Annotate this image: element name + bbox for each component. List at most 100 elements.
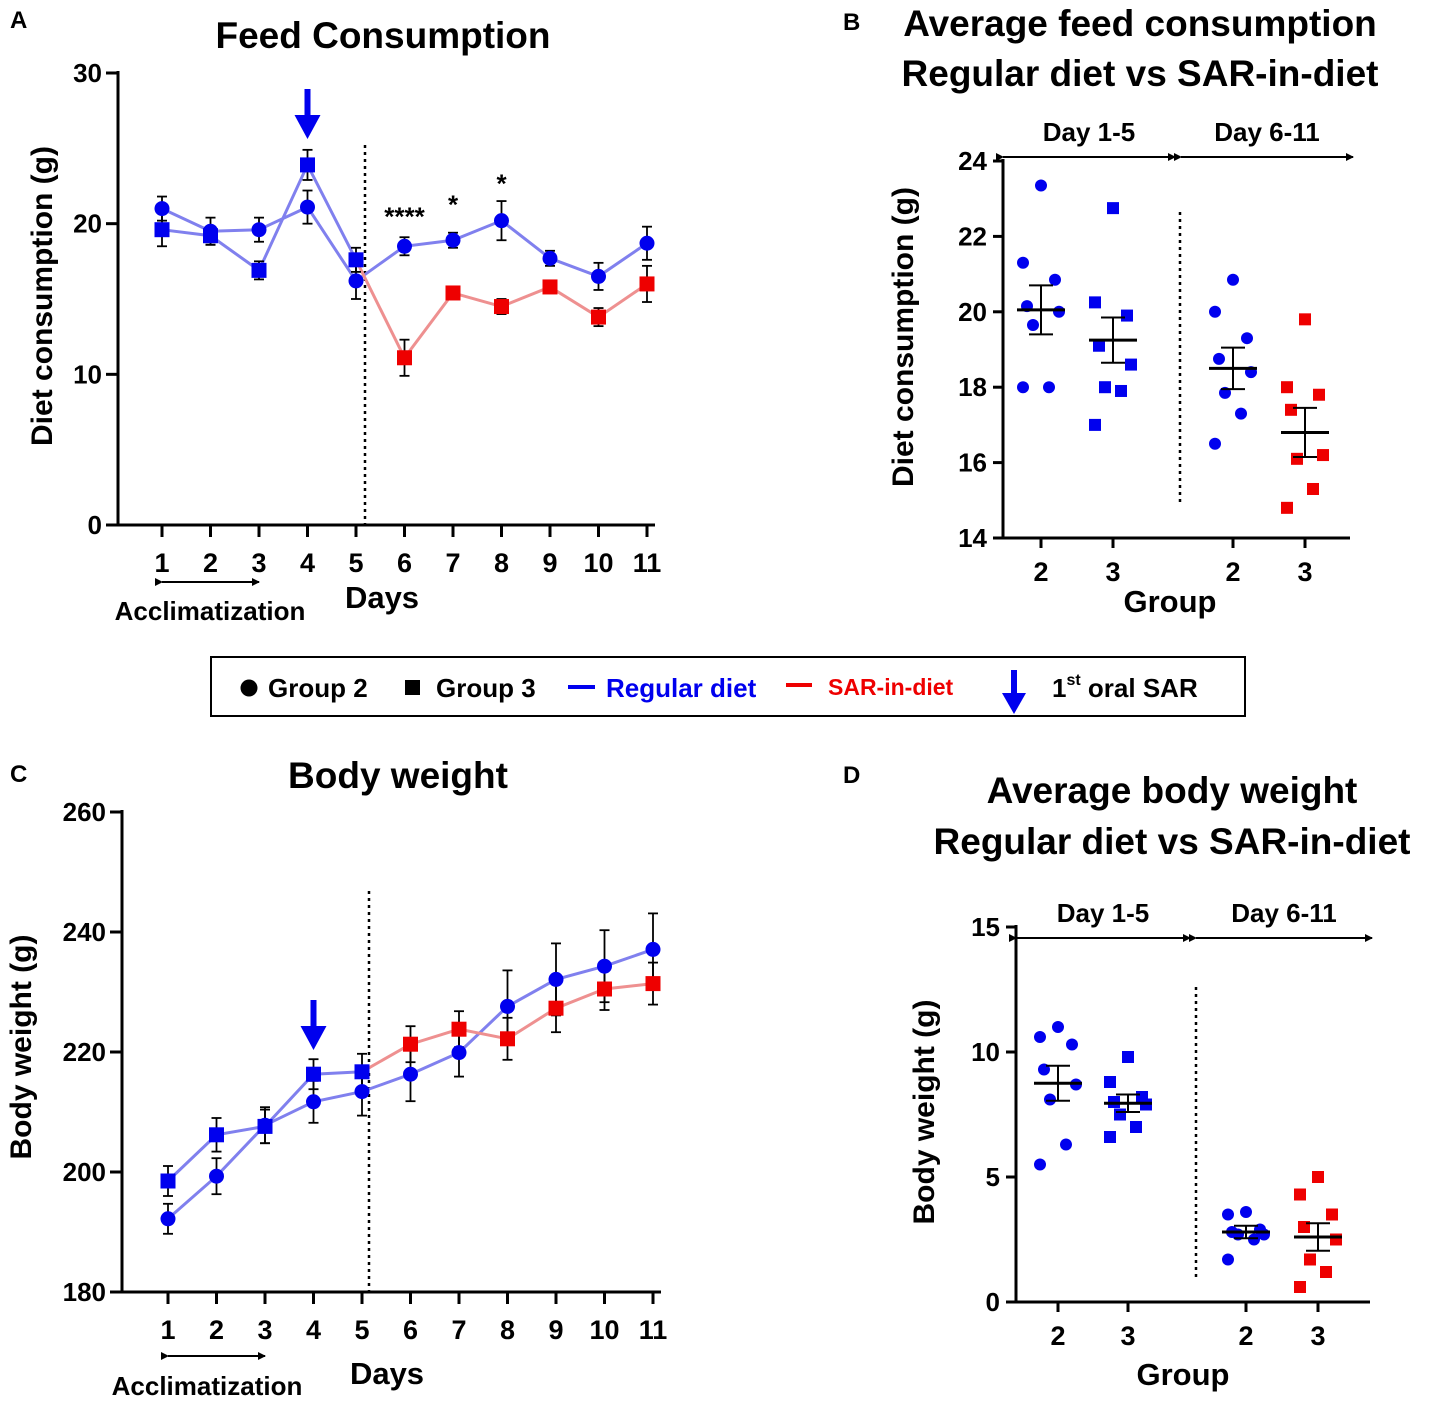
data-point-group3-A	[300, 157, 315, 173]
data-point-group3-C	[548, 1000, 564, 1016]
data-point-group2-A	[251, 222, 267, 238]
data-point-D	[1114, 1108, 1126, 1121]
y-tick-label-D: 10	[971, 1037, 1000, 1067]
data-point-group3-A	[494, 299, 509, 315]
data-point-group3-A	[639, 276, 655, 292]
y-tick-label-D: 0	[986, 1287, 1000, 1317]
y-tick-label-D: 5	[986, 1162, 1000, 1192]
acclimatization-label-a: Acclimatization	[115, 596, 306, 626]
y-tick-label-B: 22	[958, 221, 987, 251]
x-tick-label-C: 5	[354, 1315, 369, 1345]
legend-square-marker	[405, 680, 420, 695]
chart-title-a: Feed Consumption	[215, 15, 550, 56]
data-point-D	[1330, 1233, 1342, 1246]
legend-oral-sup: st	[1066, 672, 1081, 689]
panel-label-b: B	[843, 9, 860, 36]
data-point-D	[1052, 1021, 1064, 1033]
data-point-group3-A	[397, 350, 412, 366]
x-tick-label-C: 8	[500, 1315, 515, 1345]
data-point-group2-C	[645, 941, 661, 957]
data-point-D	[1066, 1038, 1078, 1051]
y-tick-label-B: 24	[958, 146, 987, 176]
data-point-B	[1089, 296, 1101, 309]
acclimatization-label-c: Acclimatization	[112, 1371, 303, 1401]
data-point-B	[1099, 381, 1111, 394]
y-tick-label-A: 20	[73, 209, 102, 239]
data-point-D	[1130, 1121, 1142, 1133]
data-point-group3-C	[209, 1127, 224, 1143]
data-point-group2-C	[500, 998, 515, 1014]
x-axis-label-c: Days	[350, 1356, 424, 1391]
data-point-B	[1093, 339, 1105, 352]
data-point-B	[1049, 273, 1061, 286]
x-tick-label-A: 4	[300, 548, 315, 578]
y-tick-label-A: 0	[88, 510, 102, 540]
data-point-group2-C	[451, 1045, 467, 1061]
legend: Group 2 Group 3 Regular diet SAR-in-diet…	[210, 656, 1246, 717]
y-tick-label-B: 18	[958, 372, 987, 402]
data-point-D	[1034, 1158, 1046, 1171]
data-point-group3-A	[591, 309, 606, 325]
panel-a-feed-consumption: A Feed Consumption Diet consumption (g) …	[10, 7, 661, 626]
data-point-group2-C	[403, 1066, 418, 1082]
data-point-D	[1294, 1188, 1306, 1201]
data-point-B	[1299, 313, 1311, 326]
data-point-group2-A	[494, 213, 509, 229]
x-tick-label-C: 2	[209, 1315, 224, 1345]
data-point-B	[1043, 381, 1055, 394]
y-tick-label-C: 240	[63, 917, 106, 947]
data-point-group3-C	[451, 1021, 467, 1037]
y-axis-label-d: Body weight (g)	[908, 1000, 941, 1225]
data-point-D	[1060, 1138, 1072, 1151]
y-tick-label-C: 180	[63, 1277, 106, 1307]
x-tick-label-C: 11	[639, 1315, 668, 1345]
legend-regular: Regular diet	[606, 673, 757, 703]
data-point-D	[1294, 1281, 1306, 1293]
data-point-B	[1121, 309, 1133, 322]
data-point-group2-A	[591, 268, 606, 284]
y-tick-label-C: 260	[63, 797, 106, 827]
data-point-group3-A	[348, 252, 364, 268]
period-label-B: Day 1-5	[1043, 117, 1136, 147]
x-axis-label-b: Group	[1124, 584, 1217, 619]
data-point-D	[1122, 1051, 1134, 1063]
data-point-D	[1312, 1171, 1324, 1183]
y-tick-label-B: 20	[958, 297, 987, 327]
x-tick-label-B: 3	[1105, 557, 1120, 587]
x-tick-label-C: 9	[548, 1315, 563, 1345]
data-point-D	[1248, 1233, 1260, 1246]
period-label-B: Day 6-11	[1214, 117, 1320, 147]
y-tick-label-B: 14	[958, 523, 987, 553]
x-tick-label-A: 5	[348, 548, 363, 578]
data-point-group2-A	[542, 250, 558, 266]
y-axis-label-a: Diet consumption (g)	[26, 146, 59, 446]
data-point-D	[1034, 1031, 1046, 1043]
y-tick-label-A: 10	[73, 359, 102, 389]
legend-group3: Group 3	[436, 673, 536, 703]
data-point-group2-C	[354, 1084, 370, 1100]
data-point-B	[1115, 384, 1127, 397]
x-tick-label-A: 10	[583, 548, 613, 578]
y-axis-label-b: Diet consumption (g)	[887, 187, 920, 487]
data-point-group3-A	[445, 285, 461, 301]
data-point-B	[1227, 273, 1239, 286]
x-tick-label-B: 2	[1225, 557, 1240, 587]
data-point-D	[1104, 1131, 1116, 1143]
data-point-D	[1104, 1076, 1116, 1088]
data-point-group3-C	[645, 976, 661, 992]
chart-title-d-line1: Average body weight	[987, 770, 1358, 811]
data-point-group2-A	[639, 235, 655, 251]
data-point-B	[1107, 202, 1119, 215]
data-point-B	[1281, 381, 1293, 394]
x-tick-label-B: 2	[1033, 557, 1048, 587]
x-tick-label-C: 1	[160, 1315, 175, 1345]
x-tick-label-C: 3	[257, 1315, 272, 1345]
x-tick-label-C: 4	[306, 1315, 321, 1345]
y-axis-label-c: Body weight (g)	[5, 935, 38, 1160]
data-point-group3-A	[251, 262, 267, 278]
chart-title-d-line2: Regular diet vs SAR-in-diet	[934, 821, 1411, 862]
legend-group2: Group 2	[268, 673, 368, 703]
data-point-D	[1326, 1208, 1338, 1221]
legend-oral-sar: 1st oral SAR	[1052, 672, 1198, 703]
